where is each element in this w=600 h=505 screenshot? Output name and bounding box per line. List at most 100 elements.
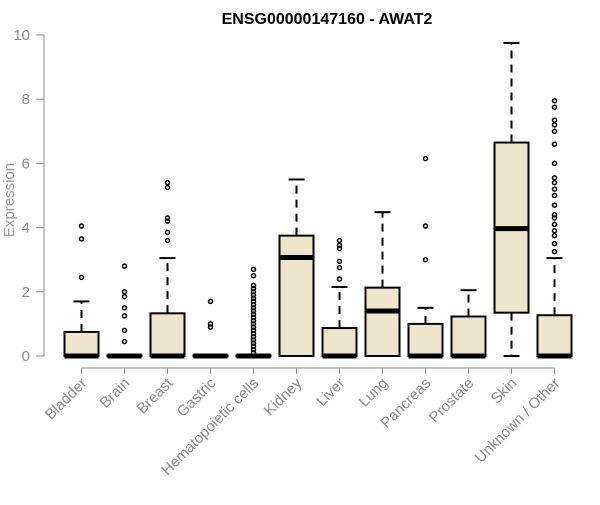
outlier-point — [551, 179, 558, 186]
outlier-point — [250, 301, 257, 308]
outlier-point — [551, 221, 558, 228]
outlier-point — [551, 202, 558, 208]
outlier-point — [250, 333, 257, 340]
box-1 — [106, 263, 143, 359]
y-tick-label: 8 — [22, 91, 30, 108]
outlier-point — [250, 282, 257, 289]
box-0 — [63, 223, 100, 359]
outlier-point — [551, 104, 558, 110]
outlier-point — [250, 289, 257, 295]
outlier-point — [551, 192, 558, 199]
outlier-point — [164, 179, 171, 186]
outlier-point — [78, 274, 85, 281]
box-body — [321, 327, 358, 357]
outlier-point — [250, 292, 257, 298]
y-axis: 0 2 4 6 8 10 — [13, 27, 45, 365]
y-tick-label: 6 — [22, 155, 30, 172]
y-tick-label: 4 — [22, 220, 30, 237]
outlier-point — [422, 223, 429, 229]
outlier-point — [207, 324, 214, 330]
box-5 — [278, 178, 315, 357]
outlier-point — [164, 218, 171, 224]
outlier-point — [336, 242, 343, 249]
outlier-point — [164, 184, 171, 191]
outlier-point — [551, 175, 558, 181]
outlier-point — [78, 223, 85, 229]
outlier-point — [121, 305, 128, 311]
outlier-point — [164, 229, 171, 236]
box-7 — [364, 211, 401, 358]
outlier-point — [207, 298, 214, 305]
x-tick-label: Bladder — [42, 375, 91, 424]
box-10 — [493, 42, 530, 357]
outlier-point — [121, 313, 128, 319]
outlier-point — [250, 327, 257, 334]
outlier-point — [207, 321, 214, 327]
box-body — [364, 286, 401, 358]
box-body — [450, 315, 487, 357]
x-tick-label: Breast — [134, 374, 177, 417]
outlier-point — [250, 317, 257, 324]
outlier-point — [250, 308, 257, 314]
outlier-point — [121, 293, 128, 300]
outlier-point — [121, 338, 128, 345]
plot-area — [63, 42, 573, 359]
box-body — [407, 322, 444, 357]
outlier-point — [551, 128, 558, 135]
outlier-point — [551, 122, 558, 128]
outlier-point — [121, 289, 128, 295]
chart-title: ENSG00000147160 - AWAT2 — [222, 11, 433, 28]
box-4 — [235, 266, 272, 359]
outlier-point — [551, 212, 558, 218]
outlier-point — [551, 141, 558, 147]
x-tick-label: Kidney — [261, 374, 306, 419]
outlier-point — [250, 311, 257, 318]
outlier-point — [250, 350, 257, 356]
outlier-point — [250, 330, 257, 337]
box-body — [536, 314, 573, 357]
box-3 — [192, 298, 229, 359]
box-body — [149, 312, 186, 358]
outlier-point — [250, 314, 257, 321]
box-11 — [536, 98, 573, 359]
outlier-point — [250, 346, 257, 353]
x-tick-label: Brain — [97, 375, 134, 412]
outlier-point — [551, 98, 558, 104]
outlier-point — [336, 276, 343, 282]
y-axis-label: Expression — [1, 163, 18, 237]
outlier-point — [551, 215, 558, 221]
outlier-point — [551, 248, 558, 255]
outlier-point — [551, 232, 558, 239]
outlier-point — [422, 256, 429, 263]
outlier-point — [551, 228, 558, 234]
y-tick-label: 2 — [22, 284, 30, 301]
outlier-point — [336, 264, 343, 271]
outlier-point — [250, 298, 257, 305]
outlier-point — [250, 295, 257, 301]
outlier-point — [336, 245, 343, 252]
box-8 — [407, 155, 444, 359]
outlier-point — [422, 155, 429, 162]
outlier-point — [164, 237, 171, 244]
outlier-point — [551, 240, 558, 247]
outlier-point — [250, 266, 257, 273]
outlier-point — [250, 343, 257, 350]
outlier-point — [551, 117, 558, 123]
box-6 — [321, 237, 358, 359]
box-9 — [450, 289, 487, 359]
outlier-point — [551, 160, 558, 167]
x-tick-label: Skin — [488, 375, 521, 408]
outlier-point — [336, 258, 343, 265]
outlier-point — [121, 327, 128, 334]
box-body — [63, 330, 100, 357]
outlier-point — [250, 324, 257, 330]
x-tick-label: Liver — [313, 375, 348, 410]
outlier-point — [551, 186, 558, 192]
outlier-point — [250, 321, 257, 327]
outlier-point — [250, 337, 257, 343]
x-tick-label: Lung — [356, 375, 392, 411]
outlier-point — [250, 285, 257, 292]
